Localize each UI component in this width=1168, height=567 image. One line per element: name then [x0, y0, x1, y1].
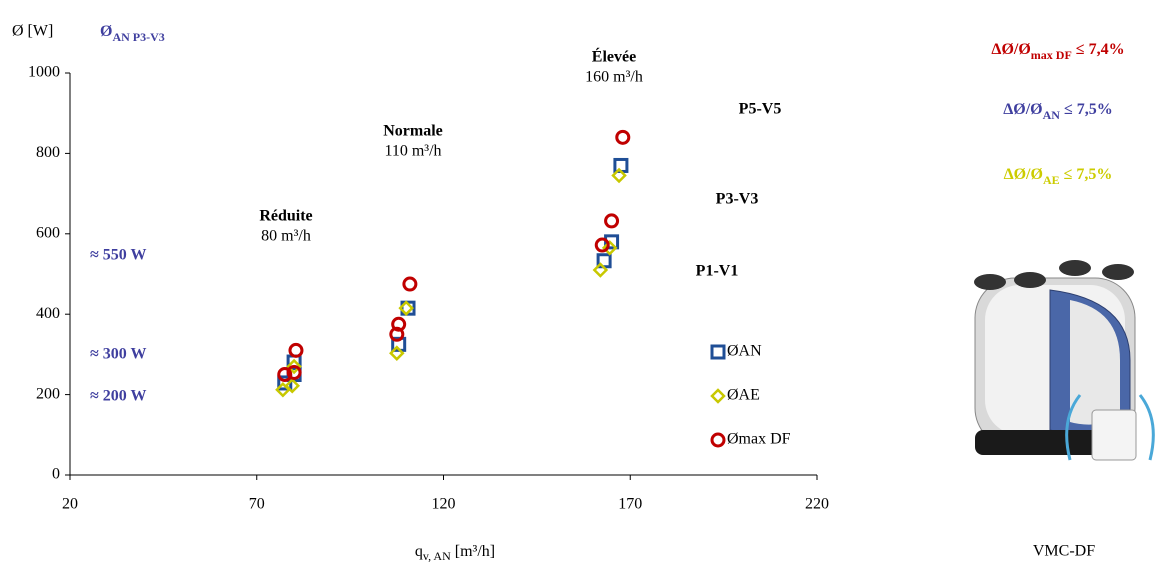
- y-tick-label: 400: [36, 305, 60, 322]
- ratio-subscript: max DF: [1031, 48, 1072, 62]
- point: [592, 262, 609, 278]
- point: [389, 345, 405, 361]
- point: [594, 237, 610, 253]
- level-name: Normale: [383, 123, 443, 140]
- x-tick-label: 220: [805, 496, 829, 513]
- point: [601, 240, 618, 256]
- point: [402, 276, 418, 292]
- x-tick-label: 170: [618, 496, 642, 513]
- ratio-subscript: AE: [1043, 173, 1060, 187]
- point: [398, 300, 414, 316]
- x-label-symbol: q: [415, 543, 423, 560]
- ratio-bound: ≤ 7,4%: [1076, 41, 1125, 58]
- point: [615, 129, 631, 145]
- y-tick-label: 200: [36, 385, 60, 402]
- ratio-subscript: AN: [1043, 108, 1061, 122]
- level-name: Élevée: [592, 47, 636, 66]
- x-tick-label: 20: [62, 496, 78, 513]
- ratio-label: ΔØ/Ømax DF ≤ 7,4%: [991, 41, 1124, 62]
- point: [391, 316, 407, 332]
- y-tick-label: 800: [36, 144, 60, 161]
- point: [284, 377, 301, 394]
- config-label: P1-V1: [696, 263, 739, 280]
- y-axis-label: Ø [W]: [12, 23, 53, 40]
- legend-label: Ømax DF: [727, 431, 791, 448]
- legend-marker: [710, 344, 726, 360]
- level-flow: 160 m³/h: [585, 69, 643, 86]
- point: [288, 342, 304, 358]
- device-label: VMC-DF: [1033, 543, 1095, 560]
- x-tick-label: 70: [249, 496, 265, 513]
- x-axis-label: qv, AN [m³/h]: [415, 543, 495, 563]
- level-name: Réduite: [259, 208, 312, 225]
- y-tick-label: 1000: [28, 64, 60, 81]
- x-label-unit: [m³/h]: [455, 543, 495, 560]
- level-flow: 110 m³/h: [384, 143, 441, 160]
- point: [286, 358, 302, 375]
- config-label: P3-V3: [716, 191, 759, 208]
- y-tick-label: 600: [36, 224, 60, 241]
- power-label: ≈ 200 W: [90, 388, 147, 405]
- header: ØAN P3-V3: [100, 23, 165, 44]
- ratio-bound: ≤ 7,5%: [1064, 101, 1113, 118]
- point: [611, 167, 627, 184]
- ratio-symbol: ΔØ/Ø: [1004, 166, 1043, 183]
- point: [389, 326, 405, 342]
- header-symbol: Ø: [100, 23, 112, 40]
- point: [277, 367, 293, 382]
- point: [400, 300, 416, 316]
- ratio-symbol: ΔØ/Ø: [1003, 101, 1042, 118]
- power-label: ≈ 550 W: [90, 247, 147, 264]
- ratio-symbol: ΔØ/Ø: [991, 41, 1030, 58]
- ratio-bound: ≤ 7,5%: [1064, 166, 1113, 183]
- point: [286, 364, 302, 380]
- ratio-label: ΔØ/ØAN ≤ 7,5%: [1003, 101, 1113, 122]
- legend-label: ØAE: [727, 387, 760, 404]
- x-label-subscript: v, AN: [423, 549, 451, 563]
- legend-label: ØAN: [727, 343, 762, 360]
- x-tick-label: 120: [432, 496, 456, 513]
- header-subscript: AN P3-V3: [112, 30, 164, 44]
- config-label: P5-V5: [739, 101, 782, 118]
- point: [604, 213, 620, 229]
- ratio-label: ΔØ/ØAE ≤ 7,5%: [1004, 166, 1113, 187]
- y-tick-label: 0: [52, 466, 60, 483]
- legend-marker: [710, 388, 726, 404]
- level-flow: 80 m³/h: [261, 228, 311, 245]
- power-label: ≈ 300 W: [90, 346, 147, 363]
- legend-marker: [710, 432, 726, 448]
- device-illustration: [974, 260, 1155, 461]
